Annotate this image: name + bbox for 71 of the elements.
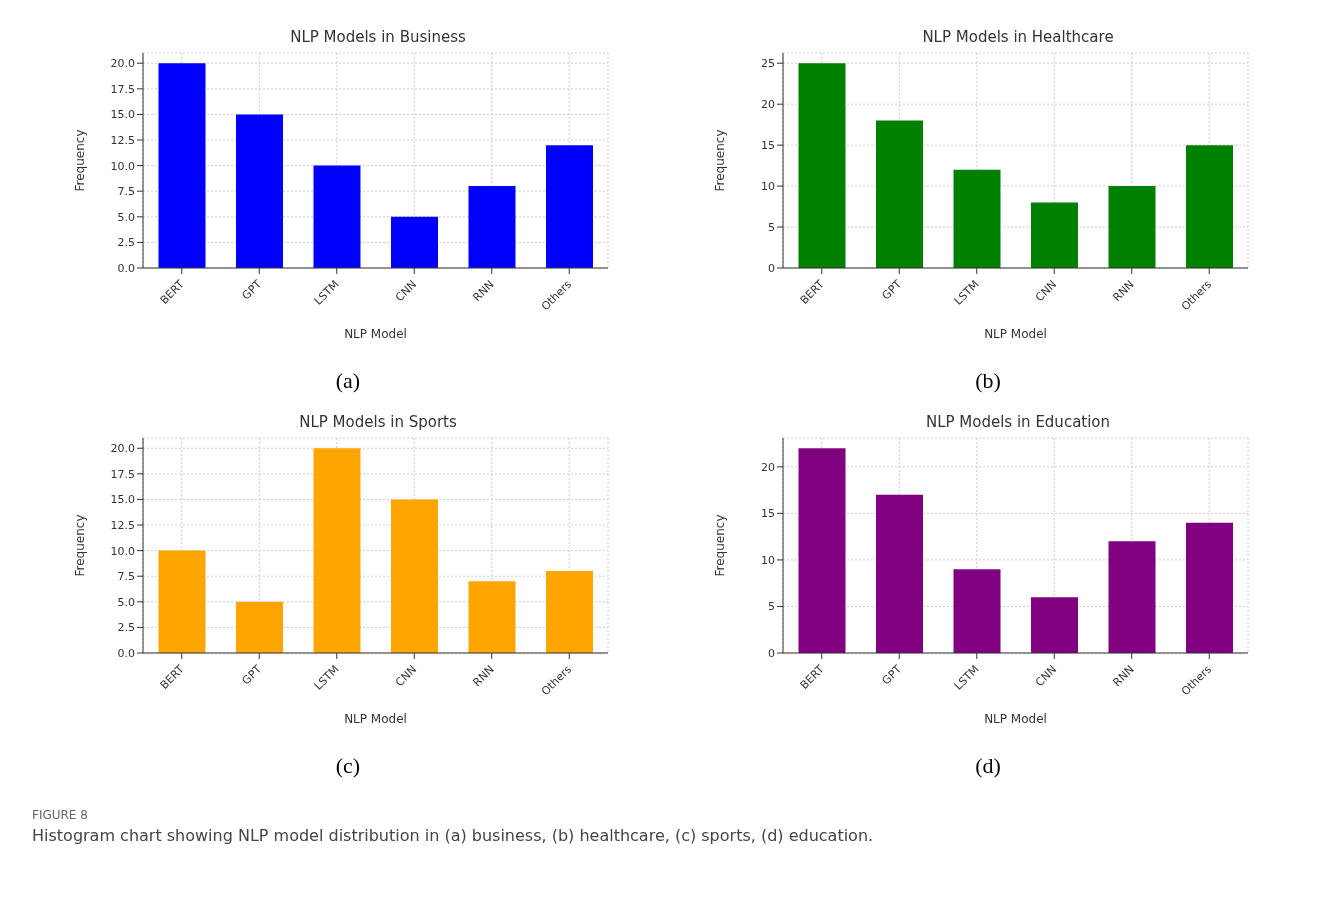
- text: (d): [974, 753, 1002, 779]
- y-tick-label: 0.0: [117, 646, 135, 660]
- y-tick-label: 5.0: [117, 210, 135, 224]
- bar: [158, 550, 206, 653]
- y-tick-label: 15.0: [110, 108, 135, 122]
- y-tick-label: 10.0: [110, 159, 135, 173]
- y-tick-label: 20.0: [110, 442, 135, 456]
- chart-title: NLP Models in Business: [289, 28, 467, 48]
- chart-title: NLP Models in Sports: [298, 413, 458, 433]
- y-tick-label: 12.5: [110, 133, 135, 147]
- x-axis-title: NLP Model: [344, 327, 407, 341]
- y-tick-label: 2.5: [117, 621, 135, 635]
- text: (c): [334, 753, 362, 779]
- y-tick-label: 7.5: [117, 185, 135, 199]
- y-tick-label: 0: [768, 646, 775, 660]
- y-tick-label: 20: [761, 460, 775, 474]
- y-tick-label: 10: [761, 553, 775, 567]
- text: (b): [974, 368, 1002, 394]
- bar: [236, 114, 283, 268]
- bar: [1186, 522, 1233, 653]
- bar: [953, 569, 1001, 653]
- bar: [1108, 186, 1156, 268]
- y-tick-label: 15.0: [110, 493, 135, 507]
- x-axis-title: NLP Model: [984, 712, 1047, 726]
- caption: FIGURE 8: [32, 808, 89, 822]
- y-axis-title: Frequency: [73, 514, 88, 577]
- y-tick-label: 5: [768, 220, 775, 234]
- bar: [798, 448, 846, 653]
- y-tick-label: 17.5: [110, 82, 135, 96]
- bar: [313, 165, 361, 268]
- x-axis-title: NLP Model: [344, 712, 407, 726]
- bar: [391, 216, 438, 268]
- y-axis-title: Frequency: [713, 514, 728, 577]
- bar: [1031, 202, 1078, 268]
- y-tick-label: 20.0: [110, 57, 135, 71]
- bar: [391, 499, 438, 653]
- y-tick-label: 12.5: [110, 518, 135, 532]
- bar: [158, 63, 206, 268]
- y-tick-label: 15: [761, 507, 775, 521]
- bar: [546, 571, 593, 653]
- y-tick-label: 25: [761, 57, 775, 71]
- y-tick-label: 20: [761, 98, 775, 112]
- bar: [1031, 597, 1078, 653]
- y-tick-label: 5.0: [117, 595, 135, 609]
- text: (a): [334, 368, 362, 394]
- chart-title: NLP Models in Education: [924, 413, 1112, 433]
- bar: [798, 63, 846, 268]
- text: Histogram chart showing NLP model distribution in (a) business, (b) healthcare, (c) sports, (d) education.: [32, 826, 875, 845]
- y-axis-title: Frequency: [73, 129, 88, 192]
- bar: [1108, 541, 1156, 653]
- y-tick-label: 7.5: [117, 570, 135, 584]
- y-tick-label: 17.5: [110, 467, 135, 481]
- y-tick-label: 10: [761, 180, 775, 193]
- chart-title: NLP Models in Healthcare: [921, 28, 1115, 48]
- bar: [468, 581, 516, 653]
- bar: [1186, 145, 1233, 268]
- bar: [236, 601, 283, 653]
- bar: [876, 120, 923, 268]
- bar: [953, 169, 1001, 268]
- y-axis-title: Frequency: [713, 129, 728, 192]
- y-tick-label: 5: [768, 600, 775, 614]
- x-axis-title: NLP Model: [984, 327, 1047, 341]
- y-tick-label: 10.0: [110, 544, 135, 558]
- bar: [468, 186, 516, 268]
- bar: [546, 145, 593, 268]
- bar: [876, 494, 923, 653]
- bar: [313, 448, 361, 653]
- y-tick-label: 0: [768, 261, 775, 275]
- y-tick-label: 15: [761, 139, 775, 153]
- y-tick-label: 2.5: [117, 236, 135, 250]
- y-tick-label: 0.0: [117, 261, 135, 275]
